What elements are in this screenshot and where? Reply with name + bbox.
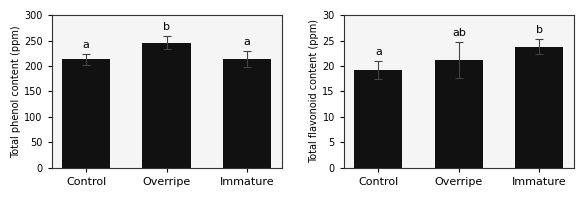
Bar — [435, 60, 483, 168]
Text: b: b — [536, 25, 543, 35]
Bar — [62, 59, 111, 168]
Text: a: a — [375, 47, 382, 57]
Y-axis label: Total flavonoid content (ppm): Total flavonoid content (ppm) — [309, 19, 319, 164]
Bar — [354, 70, 402, 168]
Bar — [143, 43, 191, 168]
Bar — [223, 59, 271, 168]
Text: b: b — [163, 22, 170, 32]
Y-axis label: Total phenol content (ppm): Total phenol content (ppm) — [11, 25, 21, 158]
Text: a: a — [243, 37, 250, 47]
Bar — [515, 47, 563, 168]
Text: a: a — [82, 41, 90, 50]
Text: ab: ab — [452, 28, 466, 38]
